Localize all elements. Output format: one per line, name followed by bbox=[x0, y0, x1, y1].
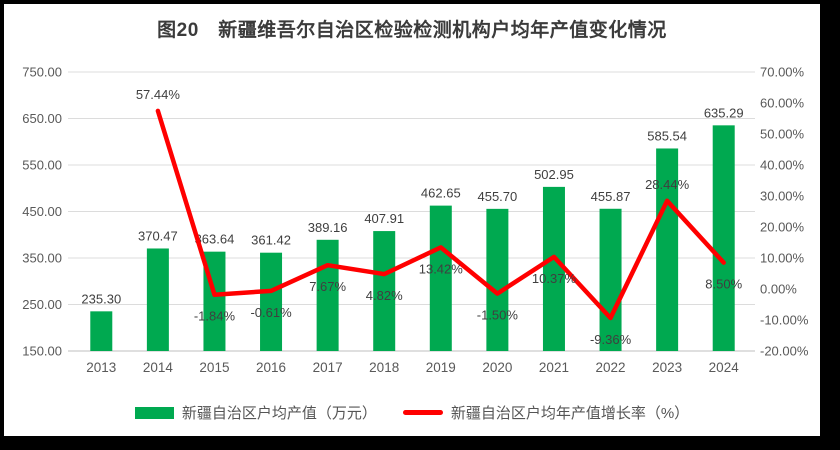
bar-2024 bbox=[712, 125, 735, 351]
right-axis-tick: -20.00% bbox=[760, 344, 809, 359]
line-value-label: -9.36% bbox=[590, 332, 632, 347]
right-axis-tick: 40.00% bbox=[760, 158, 805, 173]
line-value-label: 8.50% bbox=[705, 277, 742, 292]
left-axis-tick: 450.00 bbox=[22, 204, 62, 219]
bar-2020 bbox=[486, 208, 509, 351]
x-axis-label-2018: 2018 bbox=[369, 360, 399, 375]
line-value-label: -1.84% bbox=[194, 309, 236, 324]
legend-bar-series-label: 新疆自治区户均产值（万元） bbox=[181, 405, 377, 422]
line-value-label: 10.37% bbox=[532, 271, 577, 286]
right-axis-tick: 10.00% bbox=[760, 251, 805, 266]
x-axis-label-2023: 2023 bbox=[652, 360, 682, 375]
x-axis-label-2022: 2022 bbox=[596, 360, 626, 375]
x-axis-label-2021: 2021 bbox=[539, 360, 569, 375]
bar-2018 bbox=[373, 231, 396, 351]
x-axis-label-2015: 2015 bbox=[199, 360, 229, 375]
bar-value-label: 389.16 bbox=[308, 220, 348, 235]
gridlines bbox=[68, 71, 755, 352]
x-axis-label-2019: 2019 bbox=[426, 360, 456, 375]
bars-group bbox=[90, 125, 735, 351]
chart-canvas: 图20 新疆维吾尔自治区检验检测机构户均年产值变化情况 750.00 650.00… bbox=[4, 4, 820, 436]
x-axis-label-2024: 2024 bbox=[709, 360, 740, 375]
left-axis-tick: 750.00 bbox=[22, 65, 62, 80]
right-axis-tick: 50.00% bbox=[760, 127, 805, 142]
bar-2017 bbox=[316, 239, 339, 351]
x-axis-label-2017: 2017 bbox=[313, 360, 343, 375]
right-axis-tick: 30.00% bbox=[760, 189, 805, 204]
bar-2021 bbox=[542, 186, 565, 351]
x-axis-label-2014: 2014 bbox=[143, 360, 174, 375]
bar-value-label: 585.54 bbox=[647, 128, 687, 143]
bar-value-label: 635.29 bbox=[704, 105, 744, 120]
bar-value-label: 361.42 bbox=[251, 233, 291, 248]
x-axis-label-2013: 2013 bbox=[86, 360, 116, 375]
legend-line-series-label: 新疆自治区户均年产值增长率（%） bbox=[450, 405, 690, 422]
left-axis-tick: 150.00 bbox=[22, 344, 62, 359]
line-value-labels: 57.44% -1.84% -0.61% 7.67% 4.82% 13.42% -1.50%… bbox=[136, 87, 743, 347]
growth-rate-line bbox=[155, 108, 726, 321]
bar-value-label: 363.64 bbox=[195, 232, 235, 247]
bar-2022 bbox=[599, 208, 622, 351]
right-axis-tick-labels: 70.00% 60.00% 50.00% 40.00% 30.00% 20.00% 10.0… bbox=[760, 65, 809, 359]
left-axis-tick: 250.00 bbox=[22, 297, 62, 312]
bar-value-label: 455.70 bbox=[477, 189, 517, 204]
x-axis-label-2016: 2016 bbox=[256, 360, 286, 375]
bar-2014 bbox=[146, 248, 169, 351]
left-axis-tick: 550.00 bbox=[22, 158, 62, 173]
bar-2013 bbox=[90, 311, 113, 351]
line-value-label: -0.61% bbox=[250, 305, 292, 320]
bar-value-label: 502.95 bbox=[534, 167, 574, 182]
x-axis-label-2020: 2020 bbox=[482, 360, 512, 375]
right-axis-tick: -10.00% bbox=[760, 313, 809, 328]
line-value-label: 4.82% bbox=[366, 288, 403, 303]
left-axis-tick: 350.00 bbox=[22, 251, 62, 266]
bar-2019 bbox=[429, 205, 452, 351]
line-value-label: -1.50% bbox=[477, 308, 519, 323]
x-axis-labels: 2013 2014 2015 2016 2017 2018 2019 2020 2021 2022… bbox=[86, 360, 739, 375]
bar-value-label: 370.47 bbox=[138, 228, 178, 243]
line-value-label: 28.44% bbox=[645, 177, 690, 192]
combo-chart: 750.00 650.00 550.00 450.00 350.00 250.00 150.… bbox=[22, 65, 809, 376]
bar-value-label: 407.91 bbox=[364, 211, 404, 226]
bar-value-label: 462.65 bbox=[421, 186, 461, 201]
bar-2016 bbox=[260, 252, 283, 351]
bar-value-label: 235.30 bbox=[81, 291, 121, 306]
line-value-label: 7.67% bbox=[309, 279, 346, 294]
chart-title: 图20 新疆维吾尔自治区检验检测机构户均年产值变化情况 bbox=[157, 20, 667, 41]
left-axis-tick-labels: 750.00 650.00 550.00 450.00 350.00 250.00 150.… bbox=[22, 65, 62, 359]
legend-item-line-series: 新疆自治区户均年产值增长率（%） bbox=[402, 402, 690, 423]
bar-value-labels: 235.30 370.47 363.64 361.42 389.16 407.91 462.… bbox=[81, 105, 743, 306]
bar-value-label: 455.87 bbox=[591, 189, 631, 204]
legend: 新疆自治区户均产值（万元） 新疆自治区户均年产值增长率（%） bbox=[4, 402, 820, 423]
line-value-label: 57.44% bbox=[136, 87, 181, 102]
right-axis-tick: 70.00% bbox=[760, 65, 805, 80]
right-axis-tick: 60.00% bbox=[760, 96, 805, 111]
line-series-swatch-icon bbox=[402, 410, 443, 415]
right-axis-tick: 20.00% bbox=[760, 220, 805, 235]
left-axis-tick: 650.00 bbox=[22, 111, 62, 126]
right-axis-tick: 0.00% bbox=[760, 282, 797, 297]
bar-series-swatch-icon bbox=[134, 406, 174, 419]
legend-item-bar-series: 新疆自治区户均产值（万元） bbox=[134, 402, 377, 423]
bar-2023 bbox=[656, 148, 679, 351]
line-value-label: 13.42% bbox=[419, 261, 464, 276]
